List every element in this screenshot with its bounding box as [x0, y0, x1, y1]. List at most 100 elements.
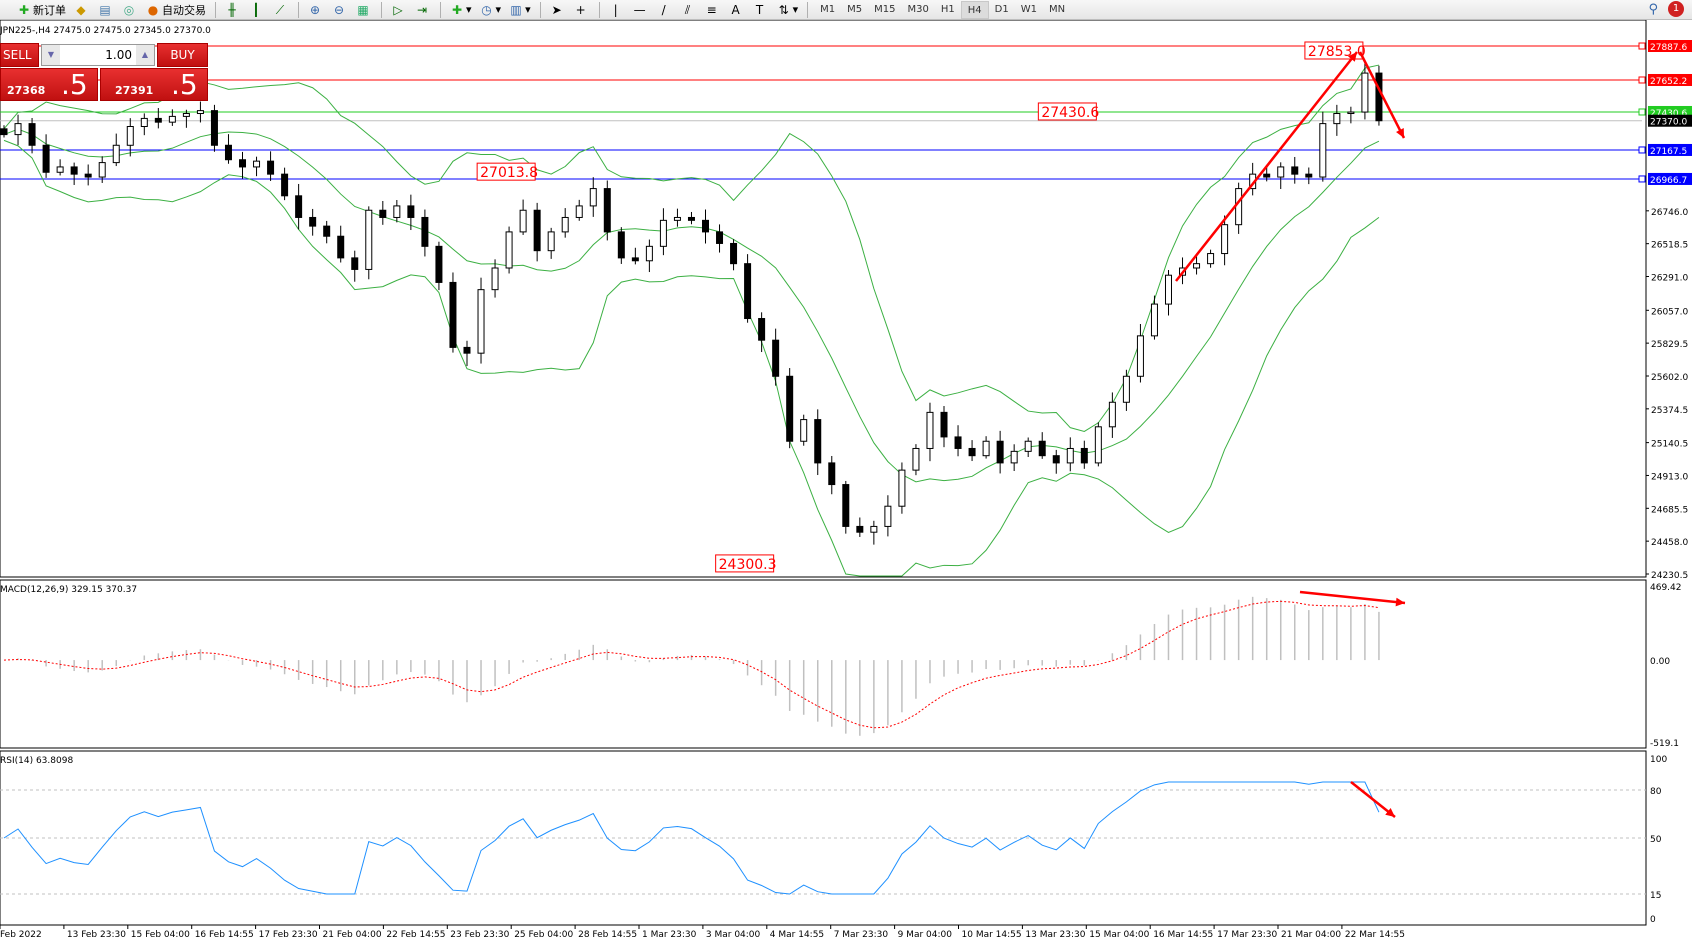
bar-chart-icon: ╫: [228, 2, 236, 17]
notification-badge[interactable]: 1: [1668, 1, 1684, 17]
timeframe-m5[interactable]: M5: [847, 3, 863, 15]
candle-body: [519, 209, 527, 233]
text-label-icon: T: [755, 2, 764, 17]
candle-body: [954, 436, 962, 449]
channel-button[interactable]: ⫽: [678, 1, 700, 19]
x-tick-label: 10 Mar 14:55: [962, 930, 1022, 938]
templates-button[interactable]: ▥ ▾: [510, 2, 531, 17]
candle-body: [56, 166, 64, 173]
autoscroll-button[interactable]: ▷: [388, 1, 410, 19]
x-tick-label: 4 Mar 14:55: [770, 930, 824, 938]
rsi-y-tick: 80: [1650, 787, 1662, 797]
search-icon[interactable]: ⚲: [1648, 1, 1658, 17]
downtrend-arrow-head: [1396, 128, 1404, 138]
timeframe-h1[interactable]: H1: [940, 3, 955, 15]
cursor-icon: ➤: [551, 2, 562, 17]
text-button[interactable]: A: [726, 1, 748, 19]
lot-size-input[interactable]: [60, 48, 136, 62]
candle-body: [547, 231, 555, 252]
price-label: 27652.2: [1650, 77, 1687, 87]
price-label-bg: [1648, 172, 1692, 185]
bar-chart-button[interactable]: ╫: [222, 1, 244, 19]
timeframe-m1[interactable]: M1: [820, 3, 836, 15]
candle-body: [140, 117, 148, 128]
signals-button[interactable]: ◎: [119, 1, 141, 19]
auto-trading-button[interactable]: ● 自动交易: [147, 2, 206, 17]
timeframe-mn[interactable]: MN: [1048, 3, 1066, 15]
crosshair-icon: +: [575, 2, 586, 17]
candle-body: [477, 289, 485, 354]
price-annotation: 27013.8: [480, 165, 538, 181]
y-tick-label: 26291.0: [1651, 274, 1688, 284]
timeframe-m15[interactable]: M15: [874, 3, 896, 15]
candle-body: [926, 411, 934, 449]
crosshair-button[interactable]: +: [571, 1, 593, 19]
candle-body: [28, 123, 36, 146]
y-tick-label: 24913.0: [1651, 472, 1688, 482]
line-chart-button[interactable]: ⟋: [270, 1, 292, 19]
lot-decrease-button[interactable]: ▼: [42, 45, 60, 65]
new-order-button[interactable]: ✚ 新订单: [18, 2, 66, 17]
metaeditor-button[interactable]: ◆: [71, 1, 93, 19]
candle-body: [253, 160, 261, 168]
candle-body: [1038, 440, 1046, 457]
sell-price-button[interactable]: 27368 .5: [0, 68, 98, 101]
x-tick-label: 22 Feb 14:55: [386, 930, 445, 938]
buy-price-button[interactable]: 27391 .5: [100, 68, 208, 101]
candle-body: [407, 205, 415, 218]
candle-body: [1291, 166, 1299, 175]
candle-body: [1207, 253, 1215, 265]
candle-body: [1305, 173, 1313, 178]
x-tick-label: Feb 2022: [0, 930, 42, 938]
lot-increase-button[interactable]: ▲: [136, 45, 154, 65]
indicators-button[interactable]: ✚ ▾: [451, 2, 472, 17]
macd-y-tick: 469.42: [1650, 583, 1682, 593]
x-tick-label: 25 Feb 04:00: [514, 930, 573, 938]
terminal-button[interactable]: ▤: [95, 1, 117, 19]
horizontal-line-icon: —: [633, 2, 646, 17]
sell-button[interactable]: SELL: [0, 43, 39, 67]
timeframe-m30[interactable]: M30: [907, 3, 929, 15]
text-icon: A: [731, 2, 740, 17]
trendline-button[interactable]: /: [654, 1, 676, 19]
tile-windows-button[interactable]: ▦: [353, 1, 375, 19]
arrows-button[interactable]: ⇅ ▾: [778, 2, 799, 17]
candle-body: [716, 231, 724, 244]
cursor-button[interactable]: ➤: [547, 1, 569, 19]
y-tick-label: 24685.5: [1651, 505, 1688, 515]
candle-body: [210, 110, 218, 146]
zoom-in-button[interactable]: ⊕: [305, 1, 327, 19]
candle-body: [996, 440, 1004, 464]
candle-body: [589, 188, 597, 207]
x-tick-label: 15 Mar 04:00: [1089, 930, 1149, 938]
zoom-out-button[interactable]: ⊖: [329, 1, 351, 19]
timeframe-h4[interactable]: H4: [960, 0, 989, 19]
fibonacci-button[interactable]: ≡: [702, 1, 724, 19]
vertical-line-button[interactable]: |: [606, 1, 628, 19]
indicators-icon: ✚: [451, 2, 463, 17]
chart-shift-button[interactable]: ⇥: [412, 1, 434, 19]
candle-body: [393, 205, 401, 218]
timeframe-w1[interactable]: W1: [1020, 3, 1037, 15]
candle-body: [1375, 72, 1383, 122]
candle-body: [603, 188, 611, 233]
chart-canvas[interactable]: 27887.627652.227430.627370.027167.526966…: [0, 20, 1692, 938]
timeframe-d1[interactable]: D1: [994, 3, 1009, 15]
sell-price-fraction: .5: [61, 68, 88, 101]
candle-body: [1136, 335, 1144, 377]
one-click-trading-panel: SELL ▼ ▲ BUY 27368 .5 27391 .5: [0, 43, 208, 101]
candle-chart-button[interactable]: ┃: [246, 1, 268, 19]
signals-icon: ◎: [123, 2, 135, 17]
price-annotation-box: [715, 554, 775, 573]
horizontal-line-button[interactable]: —: [630, 1, 652, 19]
periods-button[interactable]: ◷ ▾: [481, 2, 502, 17]
downtrend-arrow: [1358, 51, 1406, 139]
text-label-button[interactable]: T: [750, 1, 772, 19]
price-label: 27370.0: [1650, 118, 1687, 128]
separator: [598, 1, 600, 18]
buy-button[interactable]: BUY: [157, 43, 208, 67]
candle-body: [968, 447, 976, 457]
macd-arrow: [1299, 590, 1406, 605]
symbol-info: JPN225-,H4 27475.0 27475.0 27345.0 27370…: [0, 26, 211, 36]
candle-body: [14, 123, 22, 136]
